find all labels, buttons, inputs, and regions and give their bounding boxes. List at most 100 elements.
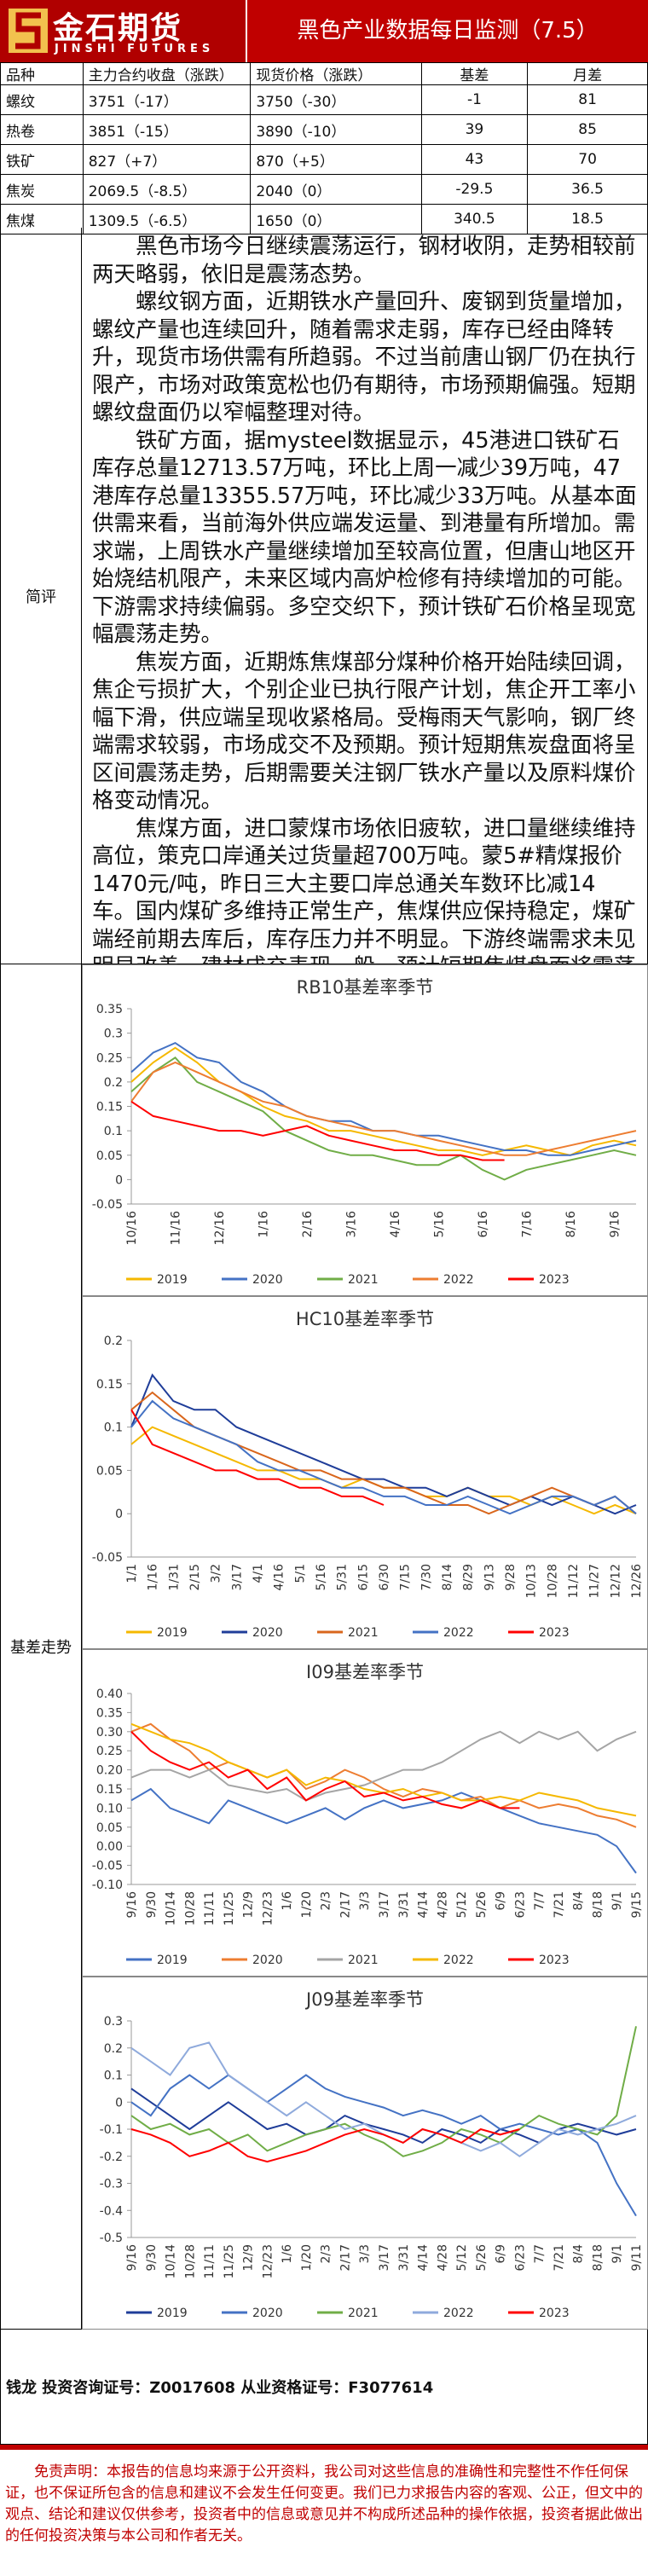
table-cell: 3751（-17）	[82, 84, 252, 115]
x-tick-label: 5/12	[455, 2244, 469, 2271]
legend-label: 2021	[348, 1626, 379, 1640]
table-cell: 1309.5（-6.5）	[82, 204, 252, 234]
y-tick-label: 0.15	[96, 1378, 123, 1392]
legend-label: 2022	[443, 2307, 474, 2320]
x-tick-label: 11/12	[567, 1564, 581, 1598]
x-tick-label: 5/26	[475, 1891, 489, 1919]
table-cell: 热卷	[0, 114, 84, 145]
logo-s	[15, 12, 41, 49]
x-tick-label: 6/16	[477, 1211, 490, 1238]
x-tick-label: 1/20	[300, 2244, 314, 2271]
y-tick-label: 0	[115, 1508, 123, 1521]
table-cell: 39	[420, 114, 529, 145]
x-tick-label: 6/9	[495, 2244, 508, 2264]
y-tick-label: 0.15	[96, 1783, 123, 1797]
y-tick-label: -0.10	[92, 1878, 123, 1892]
y-tick-label: 0	[115, 1173, 123, 1187]
x-tick-label: 8/4	[572, 2244, 586, 2264]
table-cell: 3750（-30）	[250, 84, 422, 115]
table-cell: 81	[527, 84, 648, 115]
x-tick-label: 10/28	[183, 2244, 197, 2278]
y-tick-label: 0.1	[104, 1125, 123, 1138]
table-cell: 43	[420, 144, 529, 175]
x-tick-label: 5/31	[336, 1564, 350, 1590]
y-tick-label: 0.15	[96, 1101, 123, 1114]
x-tick-label: 8/18	[591, 1891, 605, 1918]
x-tick-label: 10/28	[183, 1891, 197, 1925]
series-line	[130, 1731, 520, 1809]
x-tick-label: 9/16	[125, 1891, 139, 1919]
chart-title: HC10基差率季节	[296, 1309, 434, 1329]
chart: RB10基差率季节 -0.05 0 0.05 0.1 0.15 0.2 0.25 0.3 0.35…	[82, 964, 648, 1296]
y-tick-label: 0.35	[96, 1706, 123, 1720]
x-tick-label: 2/3	[320, 2244, 333, 2264]
y-tick-label: 0.30	[96, 1726, 123, 1740]
y-tick-label: -0.2	[100, 2151, 123, 2164]
paragraph: 黑色市场今日继续震荡运行，钢材收阴，走势相较前两天略弱，依旧是震荡态势。	[92, 234, 636, 287]
paragraph: 螺纹钢方面，近期铁水产量回升、废钢到货量增加，螺纹产量也连续回升，随着需求走弱，…	[92, 289, 636, 425]
column-header: 品种	[0, 62, 84, 85]
table-cell: 铁矿	[0, 144, 84, 175]
x-tick-label: 5/12	[455, 1891, 469, 1918]
series-line	[130, 1730, 637, 1802]
chart-title: RB10基差率季节	[297, 977, 434, 998]
legend-label: 2020	[252, 1954, 283, 1967]
y-tick-label: 0.2	[104, 2042, 123, 2056]
x-tick-label: 7/7	[533, 2244, 547, 2264]
y-tick-label: 0.00	[96, 1840, 123, 1854]
table-cell: 85	[527, 114, 648, 145]
table-row: 焦炭 2069.5（-8.5） 2040（0） -29.5 36.5	[0, 174, 648, 205]
y-tick-label: 0	[115, 2096, 123, 2110]
x-tick-label: 3/16	[344, 1211, 358, 1238]
x-tick-label: 5/26	[475, 2244, 489, 2272]
x-tick-label: 7/21	[553, 2244, 566, 2271]
x-tick-label: 11/11	[203, 2244, 217, 2278]
table-cell: 3851（-15）	[82, 114, 252, 145]
y-tick-label: -0.05	[92, 1860, 123, 1873]
x-tick-label: 4/16	[273, 1564, 286, 1591]
x-tick-label: 4/16	[389, 1211, 402, 1238]
x-tick-label: 1/20	[300, 1891, 314, 1918]
x-tick-label: 8/16	[564, 1211, 578, 1238]
x-tick-label: 9/28	[504, 1564, 518, 1590]
x-tick-label: 9/15	[630, 1891, 644, 1918]
chart-frame	[82, 1296, 648, 1649]
x-tick-label: 4/28	[436, 2244, 449, 2271]
legend-label: 2020	[252, 1626, 283, 1640]
y-tick-label: 0.1	[104, 2069, 123, 2083]
y-tick-label: 0.05	[96, 1149, 123, 1163]
logo-icon	[9, 9, 48, 53]
x-tick-label: 9/16	[608, 1211, 622, 1238]
y-tick-label: 0.35	[96, 1003, 123, 1016]
commentary: 黑色市场今日继续震荡运行，钢材收阴，走势相较前两天略弱，依旧是震荡态势。 螺纹钢方…	[82, 228, 648, 1008]
section-label: 基差走势	[0, 964, 82, 2330]
table-cell: 螺纹	[0, 84, 84, 115]
logo-text: 金石期货	[53, 11, 183, 46]
x-tick-label: 9/16	[125, 2244, 139, 2272]
x-tick-label: 8/18	[591, 2244, 605, 2271]
x-tick-label: 8/14	[441, 1564, 454, 1591]
x-tick-label: 1/16	[147, 1564, 160, 1591]
column-header: 月差	[527, 62, 648, 85]
x-tick-label: 1/1	[125, 1564, 139, 1583]
y-tick-label: -0.4	[100, 2204, 123, 2218]
chart-frame	[82, 1649, 648, 1977]
series-line	[130, 2127, 520, 2163]
x-tick-label: 10/13	[525, 1564, 539, 1598]
x-tick-label: 8/4	[572, 1891, 586, 1911]
x-tick-label: 12/16	[213, 1211, 227, 1245]
y-tick-label: 0.25	[96, 1051, 123, 1065]
y-tick-label: 0.25	[96, 1745, 123, 1758]
x-tick-label: 9/1	[610, 1891, 624, 1911]
x-tick-label: 7/15	[399, 1564, 413, 1590]
x-tick-label: 3/17	[378, 2244, 391, 2271]
x-tick-label: 5/16	[315, 1564, 328, 1591]
logo: 金石期货 JINSHI FUTURES	[0, 0, 247, 62]
logo-subtext: JINSHI FUTURES	[55, 43, 215, 55]
table-cell: 18.5	[527, 204, 648, 234]
x-tick-label: 6/23	[513, 2244, 527, 2271]
x-tick-label: 4/1	[252, 1564, 265, 1583]
y-tick-label: -0.05	[92, 1198, 123, 1212]
x-tick-label: 6/15	[356, 1564, 370, 1590]
y-tick-label: 0.3	[104, 1028, 123, 1041]
